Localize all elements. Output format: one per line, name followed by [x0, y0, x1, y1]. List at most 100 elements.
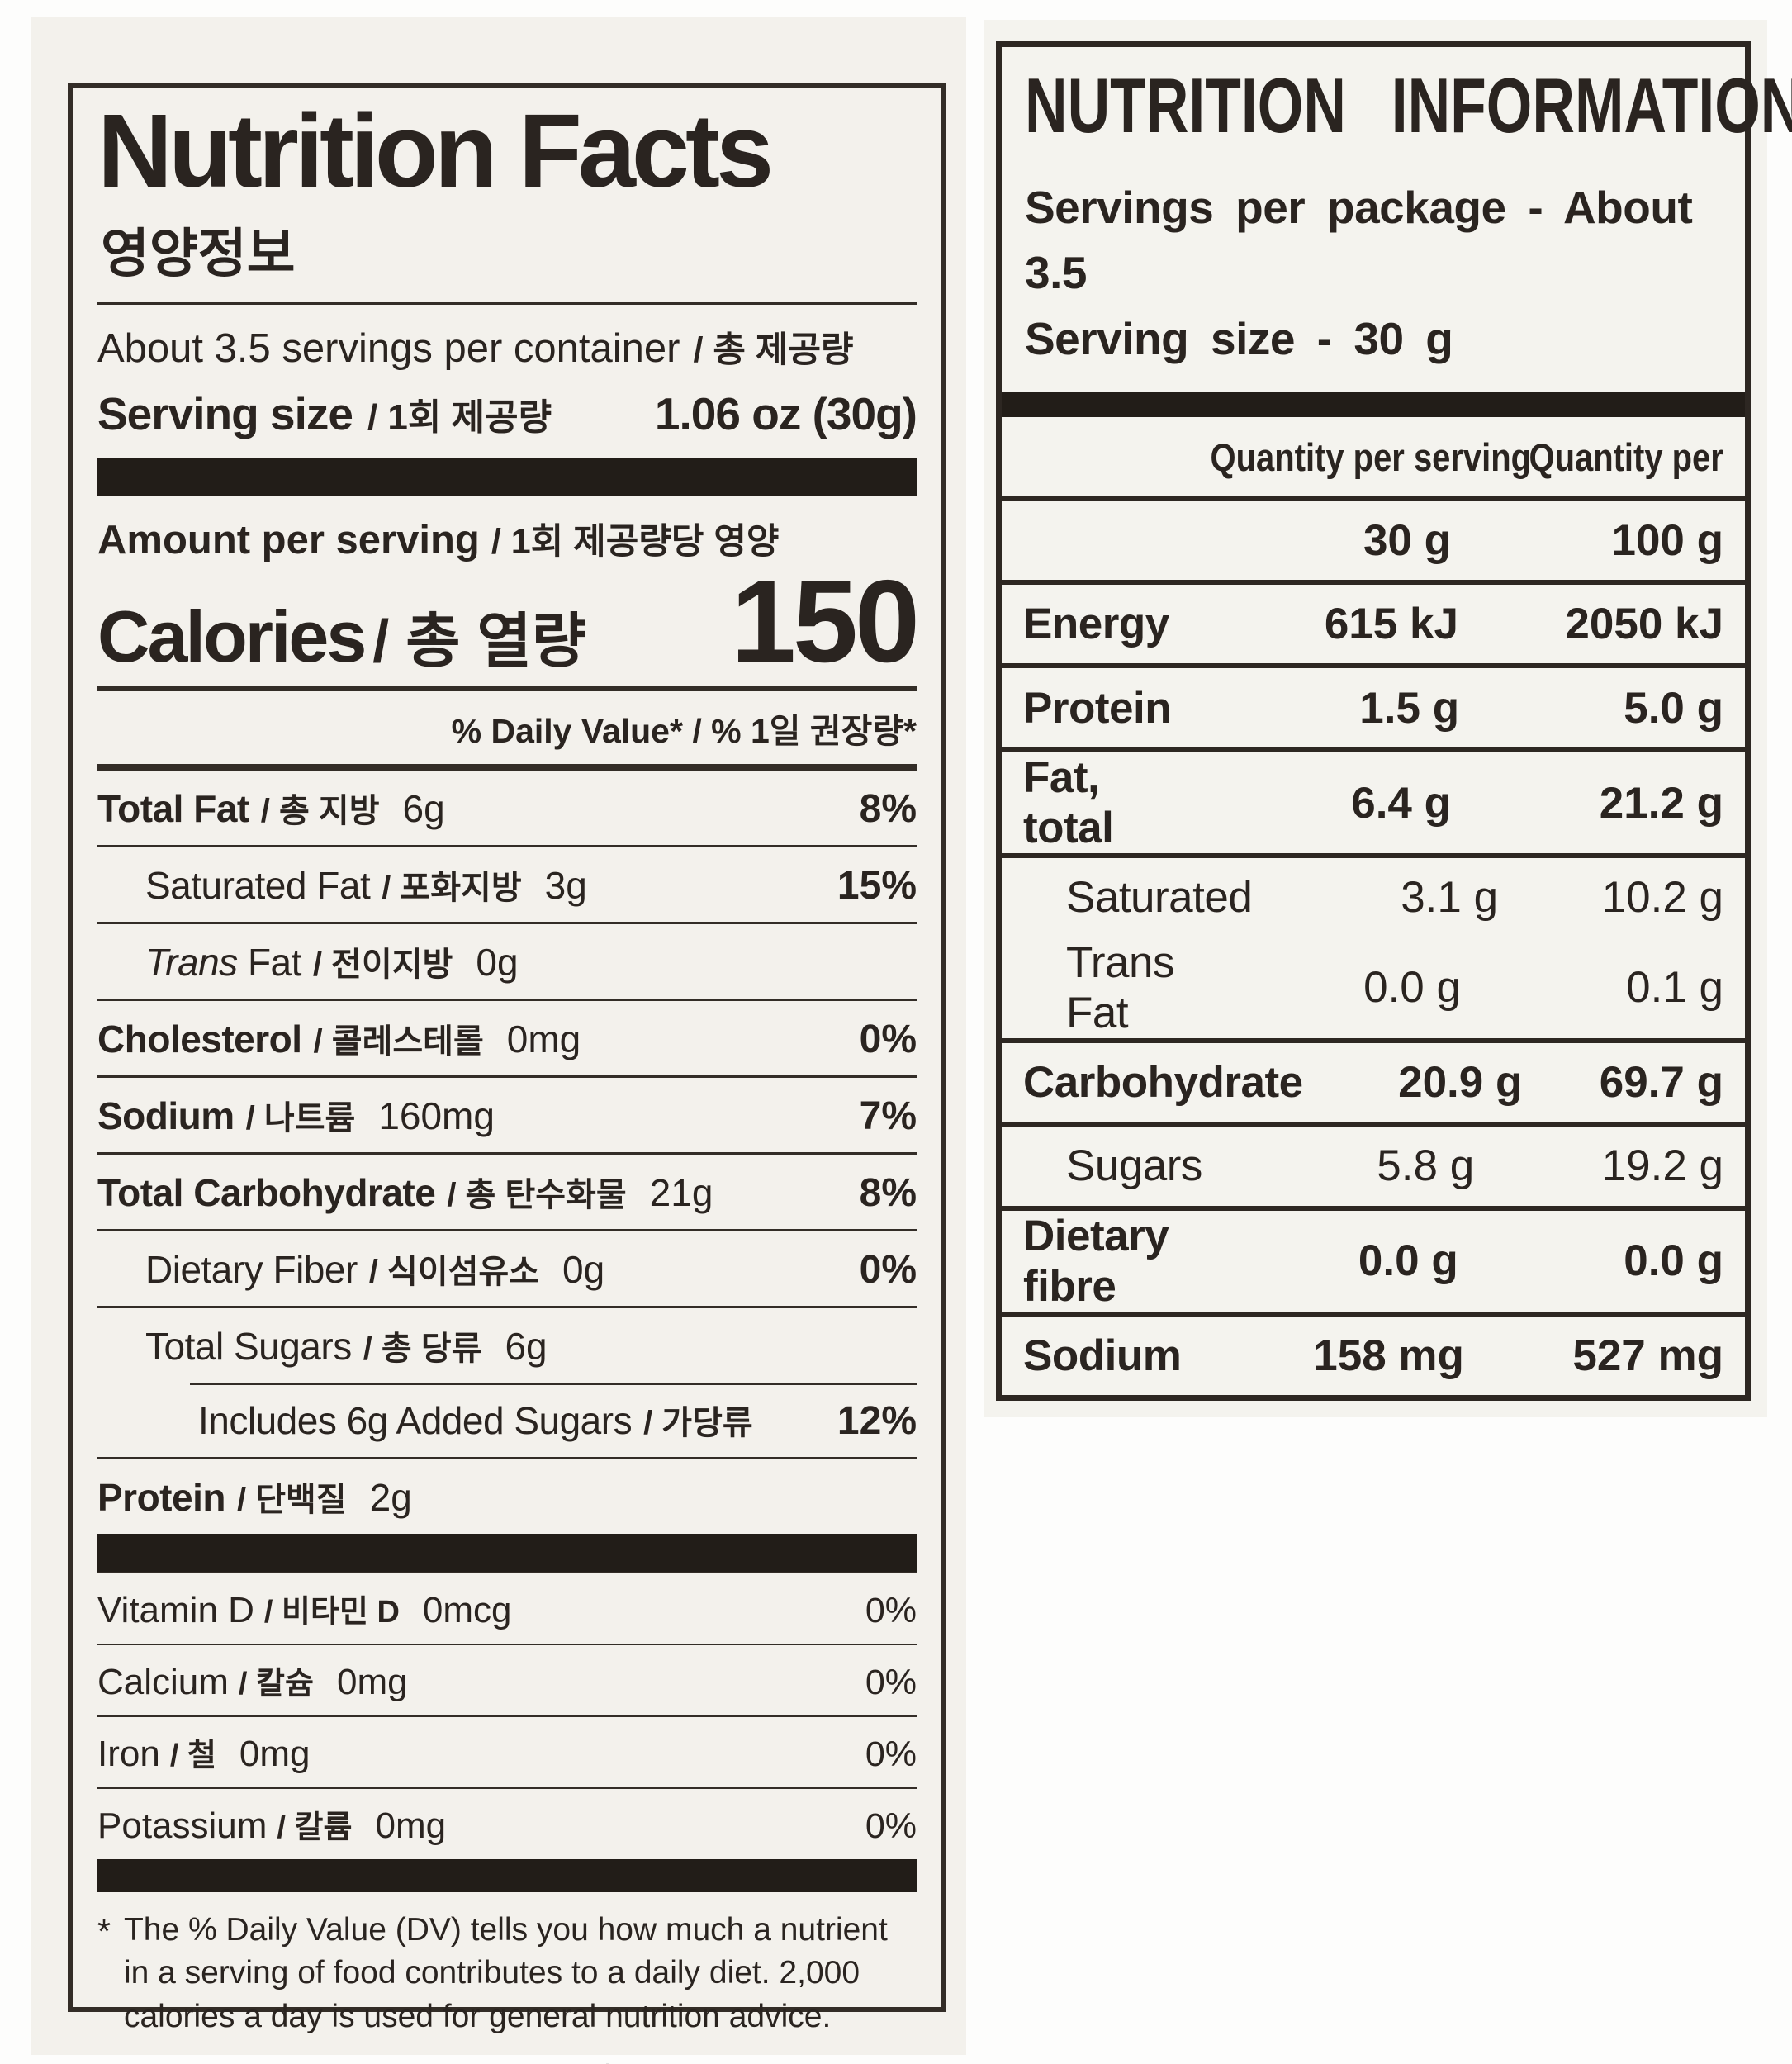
asterisk: *	[97, 2057, 111, 2064]
nutrient-amount: 0g	[562, 1248, 605, 1291]
micronutrient-row-calcium: Calcium / 칼슘 0mg 0%	[97, 1644, 917, 1715]
au-nutrition-information-panel: NUTRITION INFORMATION Servings per packa…	[984, 20, 1792, 1417]
nutrient-daily-value: 0%	[859, 1018, 917, 1061]
servings-text-korean: / 총 제공량	[693, 330, 854, 370]
nutrient-name: Iron	[97, 1734, 160, 1774]
nutrient-name: Sodium	[97, 1094, 235, 1137]
nutrient-name-korean: / 가당류	[643, 1405, 753, 1441]
table-row-sugars: Sugars 5.8 g 19.2 g	[1002, 1122, 1745, 1206]
table-row-carbohydrate: Carbohydrate 20.9 g 69.7 g	[1002, 1037, 1745, 1122]
nutrient-name: Protein	[97, 1476, 225, 1519]
au-label-border-box: NUTRITION INFORMATION Servings per packa…	[996, 41, 1792, 1401]
nutrient-name-korean: / 칼륨	[277, 1810, 353, 1845]
footnotes: * The % Daily Value (DV) tells you how m…	[97, 1892, 917, 2064]
nutrient-name-korean: / 비타민 D	[263, 1595, 400, 1630]
us-label-border-box: Nutrition Facts 영양정보 About 3.5 servings …	[68, 83, 946, 2064]
au-header: NUTRITION INFORMATION Servings per packa…	[1002, 47, 1792, 392]
value-per-serving: 615 kJ	[1324, 600, 1458, 649]
nutrient-name-korean: / 총 탄수화물	[447, 1177, 627, 1213]
nutrient-row-total-sugars: Total Sugars / 총 당류 6g	[97, 1306, 917, 1383]
value-per-serving: 158 mg	[1313, 1331, 1464, 1380]
column-header-quantity-per-serving: Quantity per serving	[1210, 435, 1532, 480]
row-label: Sugars	[1066, 1141, 1202, 1191]
nutrient-amount: 2g	[369, 1476, 412, 1519]
row-label: Fat, total	[1023, 753, 1114, 852]
value-per-serving: 3.1 g	[1401, 873, 1499, 923]
micronutrient-row-potassium: Potassium / 칼륨 0mg 0%	[97, 1787, 917, 1859]
nutrient-daily-value: 0%	[859, 1248, 917, 1292]
value-per-serving: 0.0 g	[1363, 963, 1461, 1013]
value-per-100g: 527 mg	[1572, 1331, 1723, 1380]
servings-per-container-line: About 3.5 servings per container / 총 제공량	[97, 305, 917, 381]
row-label: Sodium	[1023, 1331, 1182, 1380]
us-nutrition-facts-label: Nutrition Facts 영양정보 About 3.5 servings …	[31, 17, 966, 2064]
nutrient-amount: 21g	[649, 1171, 713, 1214]
nutrient-name: Includes 6g Added Sugars	[198, 1399, 633, 1442]
footnote-english: * The % Daily Value (DV) tells you how m…	[97, 1909, 917, 2057]
servings-text: About 3.5 servings per container	[97, 326, 680, 371]
nutrient-name-italic: Trans	[145, 941, 238, 984]
nutrient-amount: 160mg	[378, 1094, 495, 1137]
us-title: Nutrition Facts	[97, 93, 774, 209]
nutrient-name: Total Sugars	[145, 1325, 352, 1368]
row-label: Energy	[1023, 600, 1169, 649]
nutrient-daily-value: 7%	[859, 1094, 917, 1138]
table-row-fat-total: Fat, total 6.4 g 21.2 g	[1002, 747, 1745, 853]
nutrient-row-protein: Protein / 단백질 2g	[97, 1457, 917, 1534]
nutrient-row-sodium: Sodium / 나트륨 160mg 7%	[97, 1075, 917, 1152]
nutrient-name: Total Carbohydrate	[97, 1171, 436, 1214]
au-title: NUTRITION INFORMATION	[1025, 62, 1792, 149]
thick-separator-bar	[97, 1534, 917, 1572]
nutrient-daily-value: 0%	[865, 1591, 917, 1630]
serving-size-label: Serving size	[97, 388, 353, 439]
calories-label: Calories	[97, 595, 367, 677]
nutrient-name: Potassium	[97, 1805, 268, 1846]
value-per-100g: 5.0 g	[1624, 683, 1723, 733]
nutrient-row-cholesterol: Cholesterol / 콜레스테롤 0mg 0%	[97, 999, 917, 1075]
value-per-serving: 30 g	[1363, 515, 1451, 565]
nutrient-amount: 0g	[476, 941, 519, 984]
nutrient-name-korean: / 총 지방	[260, 793, 380, 829]
value-per-100g: 0.1 g	[1626, 963, 1723, 1013]
nutrient-row-dietary-fiber: Dietary Fiber / 식이섬유소 0g 0%	[97, 1229, 917, 1306]
value-per-100g: 19.2 g	[1601, 1141, 1723, 1191]
nutrient-name: Dietary Fiber	[145, 1248, 358, 1291]
nutrient-row-trans-fat: Trans Fat / 전이지방 0g	[97, 922, 917, 999]
nutrient-name-korean: / 식이섬유소	[368, 1254, 540, 1290]
footnote-english-text: The % Daily Value (DV) tells you how muc…	[123, 1912, 888, 2034]
value-per-serving: 1.5 g	[1359, 683, 1460, 733]
value-per-100g: 0.0 g	[1624, 1236, 1723, 1286]
thick-separator-bar	[97, 1859, 917, 1892]
footnote-korean: * % 1일 기준치는 1회 제공량을 통해 얻게 되는 영양소를 1일 권장량…	[97, 2057, 917, 2064]
nutrient-name: Total Fat	[97, 787, 249, 830]
table-row-trans-fat: Trans Fat 0.0 g 0.1 g	[1002, 937, 1745, 1038]
nutrient-name-korean: / 콜레스테롤	[313, 1023, 484, 1060]
row-label: Carbohydrate	[1023, 1057, 1303, 1107]
serving-size-value: 1.06 oz (30g)	[654, 388, 917, 439]
thick-separator-bar	[1002, 391, 1745, 417]
serving-size-label-korean: / 1회 제공량	[367, 397, 552, 438]
nutrient-amount: 0mg	[506, 1018, 581, 1060]
row-label: Dietary fibre	[1023, 1211, 1169, 1311]
value-per-100g: 21.2 g	[1599, 778, 1723, 828]
value-per-100g: 2050 kJ	[1565, 600, 1723, 649]
thick-separator-bar	[97, 458, 917, 496]
row-label: Protein	[1023, 683, 1172, 733]
serving-size-line: Serving size / 1회 제공량 1.06 oz (30g)	[97, 381, 917, 458]
row-label: Trans Fat	[1066, 937, 1175, 1037]
nutrient-name: Cholesterol	[97, 1018, 302, 1060]
nutrient-name-korean: / 단백질	[236, 1482, 347, 1518]
nutrient-row-saturated-fat: Saturated Fat / 포화지방 3g 15%	[97, 845, 917, 922]
nutrient-row-total-fat: Total Fat / 총 지방 6g 8%	[97, 768, 917, 845]
nutrient-name-korean: / 철	[169, 1739, 216, 1773]
asterisk: *	[97, 1912, 111, 1950]
nutrient-amount: 6g	[402, 787, 445, 830]
column-header-quantity-per: Quantity per	[1529, 435, 1723, 480]
micronutrient-row-iron: Iron / 철 0mg 0%	[97, 1715, 917, 1787]
daily-value-header: % Daily Value* / % 1일 권장량*	[97, 691, 917, 768]
divider	[97, 302, 917, 305]
nutrient-name-korean: / 포화지방	[382, 870, 522, 906]
nutrient-name-korean: / 총 당류	[363, 1331, 482, 1367]
nutrient-name-korean: / 나트륨	[245, 1100, 356, 1136]
nutrient-amount: 3g	[544, 864, 587, 907]
